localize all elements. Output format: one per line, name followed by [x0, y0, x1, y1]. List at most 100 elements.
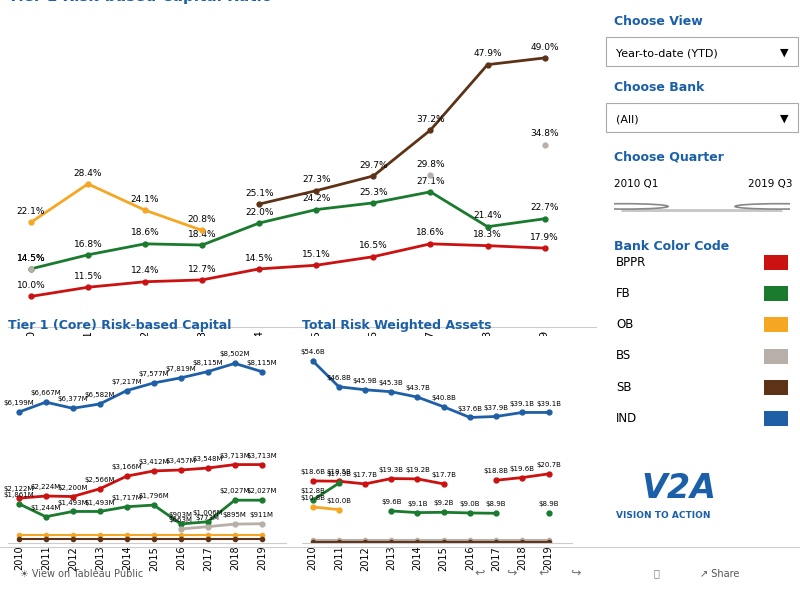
Text: 12.7%: 12.7% — [188, 265, 217, 274]
Text: ⬛: ⬛ — [653, 569, 659, 578]
Text: $911M: $911M — [250, 512, 274, 518]
Text: $1,493M: $1,493M — [85, 500, 115, 506]
Text: 24.2%: 24.2% — [302, 194, 330, 203]
Text: 18.3%: 18.3% — [473, 230, 502, 239]
Text: $663M: $663M — [169, 517, 193, 523]
Text: 16.5%: 16.5% — [359, 241, 388, 250]
Text: 20.8%: 20.8% — [188, 215, 217, 224]
Circle shape — [735, 204, 800, 209]
Text: ↪: ↪ — [506, 567, 518, 580]
Text: $17.7B: $17.7B — [431, 472, 456, 478]
Text: 12.4%: 12.4% — [130, 266, 159, 275]
Text: $6,199M: $6,199M — [3, 400, 34, 406]
Text: $39.1B: $39.1B — [536, 401, 561, 407]
Text: VISION TO ACTION: VISION TO ACTION — [616, 511, 710, 520]
Text: $1,244M: $1,244M — [30, 505, 61, 511]
Text: 27.3%: 27.3% — [302, 175, 330, 184]
Text: 25.1%: 25.1% — [245, 189, 274, 198]
Text: $17.9B: $17.9B — [326, 471, 351, 477]
Text: $43.7B: $43.7B — [405, 385, 430, 391]
Text: $3,412M: $3,412M — [138, 459, 169, 465]
Text: Year-to-date (YTD): Year-to-date (YTD) — [616, 48, 718, 58]
Text: ↩: ↩ — [474, 567, 486, 580]
Text: $2,200M: $2,200M — [58, 485, 88, 491]
Text: FB: FB — [616, 287, 630, 300]
Text: 18.4%: 18.4% — [188, 230, 217, 239]
Text: 24.1%: 24.1% — [130, 195, 159, 204]
Text: $6,667M: $6,667M — [30, 390, 61, 396]
Text: $46.8B: $46.8B — [326, 375, 351, 381]
Text: $3,548M: $3,548M — [193, 456, 223, 462]
Text: $39.1B: $39.1B — [510, 401, 535, 407]
Text: Tier 1 Risk-based Capital Ratio: Tier 1 Risk-based Capital Ratio — [8, 0, 272, 4]
Text: $2,566M: $2,566M — [85, 477, 115, 483]
Text: $9.6B: $9.6B — [381, 499, 402, 505]
Text: $7,217M: $7,217M — [111, 379, 142, 385]
Circle shape — [580, 204, 668, 209]
Text: 11.5%: 11.5% — [74, 272, 102, 281]
Text: $9.1B: $9.1B — [407, 500, 428, 506]
Text: $1,796M: $1,796M — [138, 493, 169, 499]
Text: $8,115M: $8,115M — [246, 359, 277, 365]
Text: ↩: ↩ — [538, 567, 550, 580]
Text: $6,377M: $6,377M — [58, 397, 88, 403]
Text: $19.6B: $19.6B — [510, 466, 535, 472]
Text: $6,582M: $6,582M — [85, 392, 115, 398]
Text: 18.6%: 18.6% — [130, 229, 159, 238]
Text: (All): (All) — [616, 114, 638, 124]
Text: 18.6%: 18.6% — [416, 229, 445, 238]
Text: Choose Bank: Choose Bank — [614, 81, 704, 94]
Text: 34.8%: 34.8% — [530, 130, 559, 139]
Text: 22.0%: 22.0% — [245, 208, 274, 217]
Text: 49.0%: 49.0% — [530, 43, 559, 52]
Text: 15.1%: 15.1% — [302, 250, 330, 259]
Text: $45.3B: $45.3B — [379, 380, 404, 386]
Text: $18.5B: $18.5B — [326, 469, 351, 475]
Text: $7,819M: $7,819M — [166, 366, 196, 372]
Text: 22.7%: 22.7% — [530, 203, 559, 212]
Text: $10.0B: $10.0B — [326, 497, 351, 503]
Text: $9.0B: $9.0B — [460, 501, 480, 507]
Text: $19.3B: $19.3B — [378, 467, 404, 473]
Text: $895M: $895M — [223, 512, 246, 518]
Text: 29.7%: 29.7% — [359, 161, 388, 170]
Text: $40.8B: $40.8B — [431, 395, 456, 401]
Text: 2019 Q3: 2019 Q3 — [748, 179, 793, 189]
Text: $19.2B: $19.2B — [405, 467, 430, 473]
Text: $773M: $773M — [196, 515, 220, 521]
Text: $1,493M: $1,493M — [58, 500, 88, 506]
Text: $8.9B: $8.9B — [538, 502, 559, 508]
Text: IND: IND — [616, 412, 638, 425]
Text: $8,115M: $8,115M — [193, 359, 223, 365]
Text: $37.9B: $37.9B — [484, 404, 509, 410]
Text: $20.7B: $20.7B — [536, 462, 561, 468]
Text: 47.9%: 47.9% — [474, 49, 502, 58]
Text: $2,027M: $2,027M — [246, 488, 277, 494]
Text: BPPR: BPPR — [616, 256, 646, 269]
Text: 25.3%: 25.3% — [359, 188, 388, 197]
Text: 37.2%: 37.2% — [416, 115, 445, 124]
Text: Total Risk Weighted Assets: Total Risk Weighted Assets — [302, 319, 491, 332]
Text: $10.8B: $10.8B — [300, 495, 325, 501]
Text: $903M: $903M — [169, 512, 193, 518]
Text: 2010 Q1: 2010 Q1 — [614, 179, 658, 189]
Text: V2A: V2A — [642, 472, 717, 505]
Text: $3,713M: $3,713M — [246, 452, 277, 458]
Text: $2,122M: $2,122M — [4, 486, 34, 492]
Text: 28.4%: 28.4% — [74, 169, 102, 178]
Text: $2,224M: $2,224M — [30, 484, 61, 490]
Text: $3,166M: $3,166M — [111, 464, 142, 470]
Text: 21.4%: 21.4% — [474, 211, 502, 220]
Text: $8,502M: $8,502M — [219, 352, 250, 358]
Text: $18.8B: $18.8B — [484, 468, 509, 474]
Text: 16.8%: 16.8% — [74, 239, 102, 248]
Text: Tier 1 (Core) Risk-based Capital: Tier 1 (Core) Risk-based Capital — [8, 319, 231, 332]
Text: ↗ Share: ↗ Share — [700, 569, 740, 578]
Text: SB: SB — [616, 380, 631, 394]
Text: $1,717M: $1,717M — [111, 495, 142, 501]
Text: ▼: ▼ — [780, 114, 789, 124]
Text: ▼: ▼ — [780, 48, 789, 58]
Text: $37.6B: $37.6B — [458, 406, 482, 412]
Text: $1,006M: $1,006M — [193, 510, 223, 516]
Text: $9.2B: $9.2B — [434, 500, 454, 506]
